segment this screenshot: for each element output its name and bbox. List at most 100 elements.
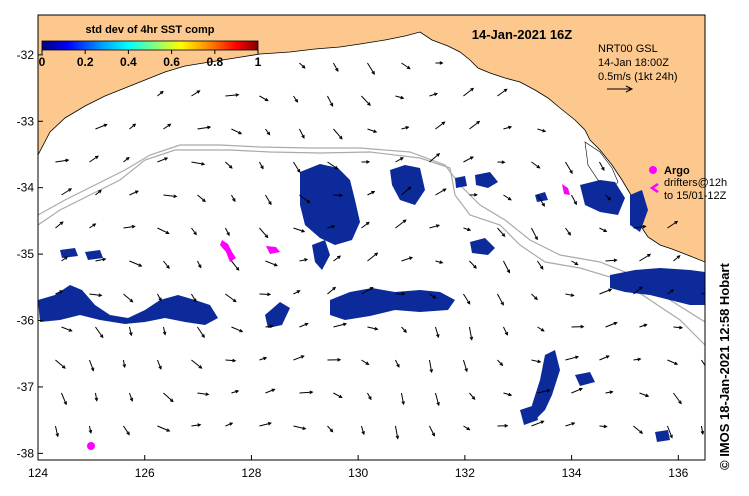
colorbar-tick-label: 0.6 — [163, 55, 180, 69]
current-vector-head — [335, 68, 339, 73]
current-vector-head — [637, 357, 642, 362]
current-vector-head — [166, 265, 170, 270]
current-vector — [401, 186, 412, 196]
current-vector — [333, 255, 341, 262]
current-vector — [299, 258, 308, 262]
current-vector-head — [466, 426, 471, 431]
current-vector — [89, 293, 102, 296]
current-vector — [599, 227, 607, 232]
current-vector-head — [537, 359, 542, 364]
current-vector-head — [603, 228, 608, 232]
current-vector-head — [573, 201, 577, 206]
current-vector — [463, 425, 470, 431]
current-vector-head — [201, 334, 205, 339]
current-vector-head — [371, 70, 375, 75]
current-vector-head — [158, 297, 162, 302]
current-vector — [469, 121, 480, 130]
current-vector-head — [337, 357, 342, 362]
lon-tick-label: 136 — [668, 466, 688, 480]
current-vector-head — [232, 298, 237, 303]
current-vector — [191, 359, 202, 369]
current-vector-head — [571, 422, 576, 426]
current-vector-head — [229, 422, 234, 426]
current-vector-head — [65, 158, 70, 163]
current-vector-head — [302, 426, 307, 430]
current-vector — [327, 161, 338, 170]
colorbar — [41, 40, 259, 51]
current-vector-head — [645, 393, 650, 398]
current-vector-head — [574, 355, 580, 360]
current-vector-head — [300, 355, 305, 359]
current-vector — [55, 159, 69, 163]
current-vector — [565, 356, 579, 361]
current-vector — [191, 227, 197, 235]
current-vector-head — [331, 225, 336, 229]
current-vector-head — [574, 261, 579, 266]
current-vector — [531, 293, 538, 300]
current-vector-head — [166, 428, 171, 432]
current-vector — [89, 223, 96, 229]
current-vector — [129, 190, 139, 196]
current-vector-head — [131, 224, 136, 229]
isobath-line — [38, 149, 705, 346]
current-vector — [429, 224, 440, 229]
current-vector — [367, 62, 375, 75]
current-vector — [299, 62, 306, 69]
drifter-legend-icon — [649, 182, 659, 194]
current-vector-head — [642, 224, 647, 229]
current-vector-head — [464, 368, 468, 373]
current-vector-head — [193, 298, 197, 303]
current-vector — [531, 420, 544, 427]
current-scale-label: 0.5m/s (1kt 24h) — [598, 71, 677, 83]
current-vector-head — [266, 131, 271, 136]
current-vector — [259, 227, 269, 238]
current-vector-head — [401, 401, 405, 406]
current-vector-head — [193, 231, 197, 236]
current-vector-head — [273, 262, 278, 267]
current-vector — [88, 359, 94, 371]
current-vector-head — [198, 365, 203, 369]
current-vector-head — [678, 400, 682, 405]
current-vector-head — [92, 223, 97, 227]
lat-tick-label: -34 — [17, 181, 35, 195]
current-vector — [162, 326, 166, 335]
current-vector-head — [408, 256, 414, 260]
current-vector-head — [669, 434, 673, 439]
lon-tick-label: 126 — [135, 466, 155, 480]
current-vector — [605, 391, 613, 394]
current-vector — [191, 293, 197, 302]
current-vector-head — [129, 332, 133, 337]
current-vector — [395, 219, 407, 229]
current-vector-head — [228, 164, 233, 169]
lon-tick-label: 124 — [28, 466, 48, 480]
current-vector — [299, 323, 308, 328]
current-vector-head — [603, 424, 608, 429]
current-vector — [667, 221, 678, 229]
current-vector-head — [64, 256, 69, 260]
current-vector-head — [207, 125, 212, 130]
current-vector — [633, 358, 641, 361]
current-vector — [367, 392, 372, 400]
current-vector-head — [235, 389, 240, 394]
current-vector-head — [129, 298, 134, 303]
colorbar-tick-label: 1 — [255, 55, 262, 69]
current-vector — [293, 290, 300, 295]
current-vector — [157, 91, 164, 97]
current-vector-head — [232, 358, 237, 363]
current-vector — [333, 62, 339, 72]
current-vector — [435, 121, 445, 130]
current-vector-head — [159, 90, 164, 95]
current-vector-head — [674, 361, 679, 365]
current-vector — [503, 260, 510, 273]
current-vector — [537, 326, 545, 332]
current-vector — [163, 392, 174, 402]
current-vector — [191, 90, 200, 97]
current-vector — [503, 126, 512, 130]
drifter-tracks — [220, 184, 570, 262]
current-vector-head — [508, 125, 513, 130]
current-vector-head — [542, 128, 547, 133]
lon-axis: 124 126 128 130 132 134 136 — [28, 455, 689, 480]
current-vector — [435, 188, 446, 196]
current-vector — [157, 425, 170, 432]
